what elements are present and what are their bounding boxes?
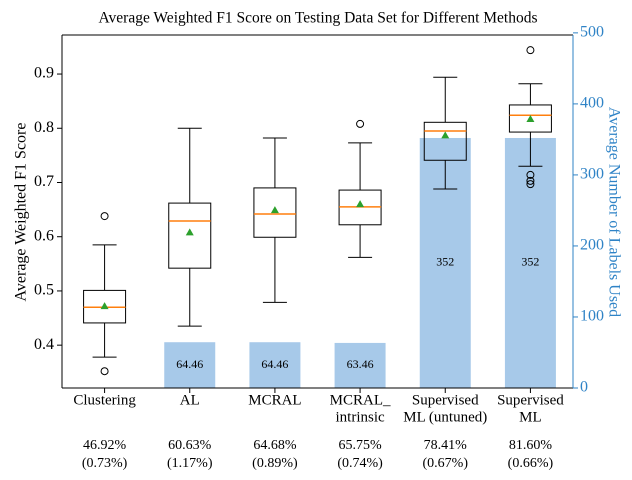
- summary-std: (0.66%): [508, 456, 554, 471]
- box: [253, 187, 297, 238]
- y2-tick-label: 100: [580, 308, 604, 325]
- summary-mean: 78.41%: [424, 438, 468, 453]
- mean-marker: [356, 200, 365, 208]
- mean-marker: [526, 115, 535, 123]
- y-axis-label: Average Weighted F1 Score: [13, 123, 30, 302]
- outlier: [100, 212, 109, 221]
- box: [508, 104, 552, 133]
- bar-value-label: 352: [521, 255, 539, 269]
- summary-mean: 65.75%: [338, 438, 382, 453]
- box: [168, 202, 212, 269]
- y-tick-label: 0.6: [34, 227, 54, 244]
- y2-tick-label: 500: [580, 24, 604, 41]
- mean-marker: [100, 302, 109, 310]
- x-tick-label: AL: [180, 392, 200, 408]
- y2-tick-label: 300: [580, 166, 604, 183]
- outlier: [526, 176, 535, 185]
- bar: [164, 342, 216, 388]
- summary-mean: 81.60%: [509, 438, 553, 453]
- y2-tick-label: 400: [580, 95, 604, 112]
- summary-std: (0.67%): [423, 456, 469, 471]
- x-tick-label: Clustering: [73, 392, 136, 408]
- summary-std: (0.73%): [82, 456, 128, 471]
- summary-std: (0.74%): [337, 456, 383, 471]
- outlier: [526, 46, 535, 55]
- y-tick-label: 0.4: [34, 336, 54, 353]
- x-tick-label: ML (untuned): [403, 409, 487, 425]
- outlier: [356, 119, 365, 128]
- bar-value-label: 64.46: [261, 357, 288, 371]
- y2-tick-label: 200: [580, 237, 604, 254]
- y-tick-label: 0.9: [34, 65, 54, 82]
- summary-std: (0.89%): [252, 456, 298, 471]
- x-tick-label: MCRAL: [248, 392, 301, 408]
- x-tick-label: Supervised: [497, 392, 564, 408]
- bar-value-label: 64.46: [176, 357, 203, 371]
- x-tick-label: intrinsic: [335, 409, 385, 425]
- bar-value-label: 352: [436, 255, 454, 269]
- outlier: [526, 170, 535, 179]
- bar: [504, 137, 556, 388]
- summary-mean: 46.92%: [83, 438, 127, 453]
- x-tick-label: ML: [519, 409, 542, 425]
- mean-marker: [441, 131, 450, 139]
- summary-mean: 60.63%: [168, 438, 212, 453]
- x-tick-label: MCRAL_: [330, 392, 391, 408]
- y-tick-label: 0.7: [34, 173, 54, 190]
- y-tick-label: 0.5: [34, 282, 54, 299]
- mean-marker: [270, 206, 279, 214]
- y2-axis-label: Average Number of Labels Used: [605, 107, 622, 317]
- chart-title: Average Weighted F1 Score on Testing Dat…: [98, 10, 537, 27]
- x-tick-label: Supervised: [412, 392, 479, 408]
- mean-marker: [185, 228, 194, 236]
- outlier: [100, 367, 109, 376]
- y-tick-label: 0.8: [34, 119, 54, 136]
- box: [423, 121, 467, 161]
- bar-value-label: 63.46: [347, 357, 374, 371]
- summary-mean: 64.68%: [253, 438, 297, 453]
- outlier: [526, 180, 535, 189]
- summary-std: (1.17%): [167, 456, 213, 471]
- y2-tick-label: 0: [580, 379, 588, 396]
- bar: [334, 342, 386, 388]
- bar: [249, 342, 301, 388]
